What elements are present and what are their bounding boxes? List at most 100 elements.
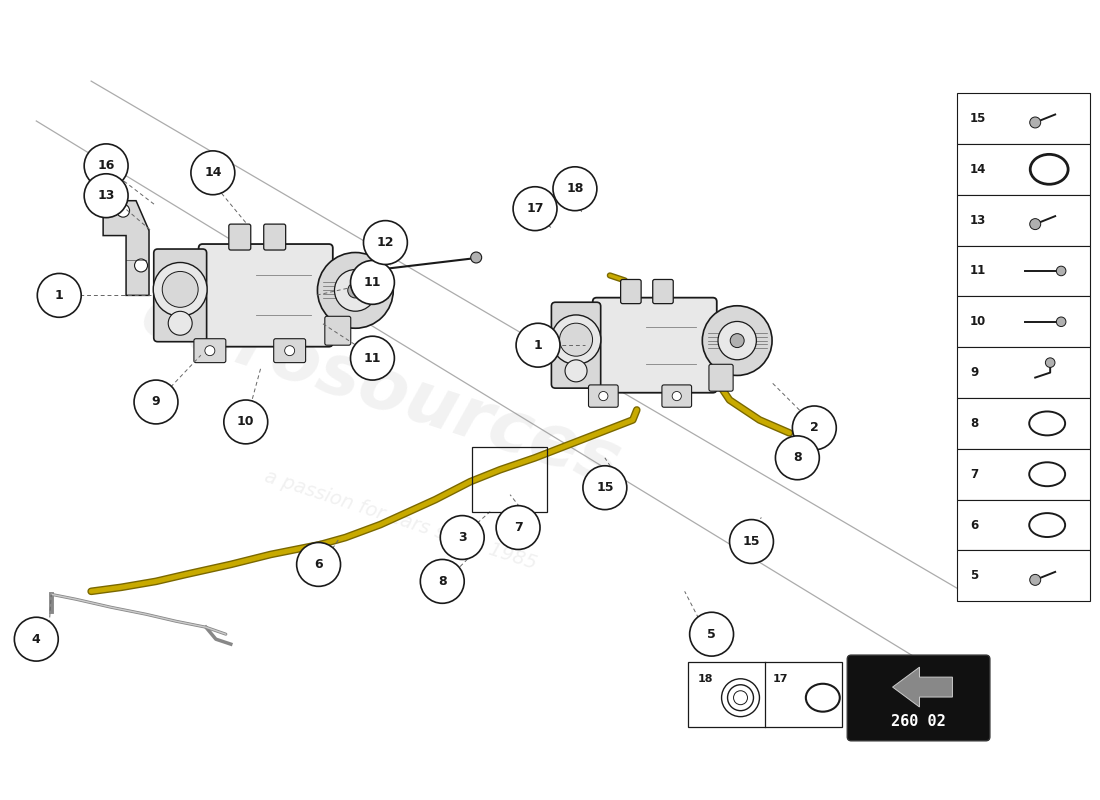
Circle shape [85,144,128,188]
Circle shape [565,360,587,382]
Circle shape [85,174,128,218]
Text: 4: 4 [32,633,41,646]
FancyBboxPatch shape [154,249,207,342]
Circle shape [730,334,745,347]
Circle shape [351,261,395,304]
Text: 18: 18 [697,674,713,684]
Circle shape [1045,358,1055,367]
Text: 1: 1 [55,289,64,302]
Text: 2: 2 [810,422,818,434]
Text: 17: 17 [526,202,543,215]
Text: 11: 11 [970,265,987,278]
Text: 9: 9 [152,395,161,409]
Circle shape [560,323,593,356]
FancyBboxPatch shape [324,316,351,345]
Text: 14: 14 [205,166,221,179]
FancyBboxPatch shape [593,298,717,393]
Text: 5: 5 [707,628,716,641]
Circle shape [598,391,608,401]
FancyBboxPatch shape [708,364,733,391]
Text: 14: 14 [970,163,987,176]
Circle shape [297,542,341,586]
Circle shape [690,612,734,656]
Text: 18: 18 [566,182,584,195]
Bar [957,500,1090,550]
Circle shape [351,336,395,380]
FancyBboxPatch shape [229,224,251,250]
Circle shape [471,252,482,263]
Bar [957,144,1090,194]
Bar [472,447,547,512]
Circle shape [334,270,376,311]
Circle shape [440,515,484,559]
Circle shape [496,506,540,550]
Bar [957,93,1090,144]
Circle shape [420,559,464,603]
Text: 7: 7 [970,468,978,481]
Circle shape [1030,117,1041,128]
FancyBboxPatch shape [264,224,286,250]
FancyBboxPatch shape [194,338,226,362]
FancyBboxPatch shape [551,302,601,388]
Circle shape [553,167,597,210]
Text: 8: 8 [970,417,978,430]
Bar [957,296,1090,347]
Circle shape [363,221,407,265]
Text: 11: 11 [364,352,382,365]
Circle shape [513,186,557,230]
Text: 8: 8 [438,575,447,588]
Text: 9: 9 [970,366,978,379]
FancyBboxPatch shape [652,279,673,304]
Polygon shape [892,667,953,707]
Circle shape [285,346,295,356]
Text: 13: 13 [970,214,987,226]
Circle shape [792,406,836,450]
Circle shape [1030,218,1041,230]
Text: 10: 10 [236,415,254,429]
Bar [957,194,1090,246]
Circle shape [776,436,820,480]
Circle shape [37,274,81,318]
Circle shape [1030,574,1041,586]
Bar [957,449,1090,500]
Circle shape [1056,317,1066,326]
Circle shape [191,151,234,194]
Circle shape [318,253,393,328]
FancyBboxPatch shape [620,279,641,304]
Text: 5: 5 [970,570,978,582]
Text: 7: 7 [514,521,522,534]
Text: 17: 17 [773,674,789,684]
Text: 12: 12 [376,236,394,249]
Circle shape [718,322,757,360]
Circle shape [117,204,130,217]
Bar [957,347,1090,398]
Text: a passion for cars since 1985: a passion for cars since 1985 [262,466,539,573]
Circle shape [162,271,198,307]
Text: 15: 15 [970,112,987,125]
Circle shape [1056,266,1066,276]
Bar [957,246,1090,296]
Bar [957,550,1090,602]
Circle shape [348,283,363,298]
Circle shape [729,519,773,563]
Bar [957,398,1090,449]
FancyBboxPatch shape [847,655,990,741]
FancyBboxPatch shape [199,244,333,346]
Circle shape [551,315,601,365]
Text: 15: 15 [596,481,614,494]
Circle shape [153,262,207,316]
Circle shape [672,391,681,401]
Text: 13: 13 [98,190,114,202]
Circle shape [583,466,627,510]
Circle shape [205,346,214,356]
Text: 15: 15 [742,535,760,548]
Text: 6: 6 [970,518,978,531]
Circle shape [134,380,178,424]
Text: 260 02: 260 02 [891,714,946,729]
Text: 11: 11 [364,276,382,289]
Circle shape [516,323,560,367]
Circle shape [168,311,192,335]
FancyBboxPatch shape [274,338,306,362]
Text: 1: 1 [534,338,542,352]
Circle shape [223,400,267,444]
